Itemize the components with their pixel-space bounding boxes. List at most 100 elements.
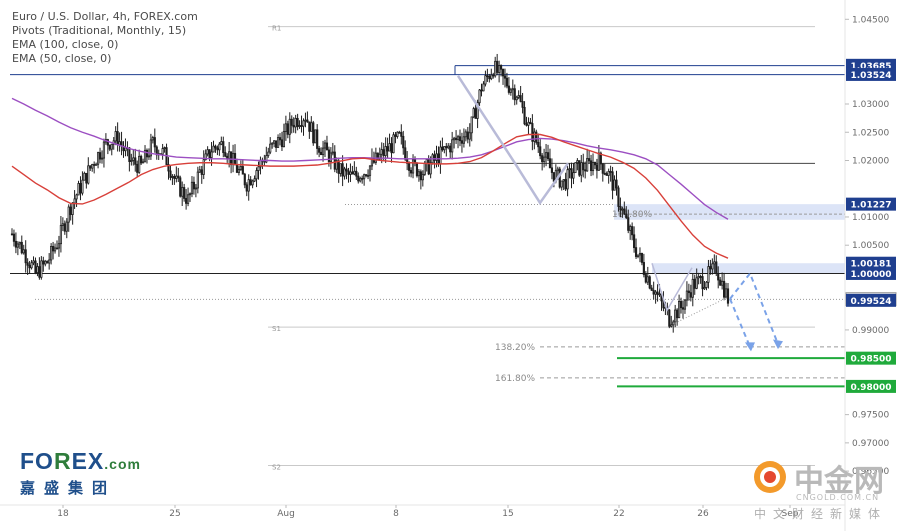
candle-body [171, 176, 174, 178]
candle-body [726, 288, 730, 304]
candle-body [390, 143, 393, 154]
candle-body [34, 260, 37, 273]
candle-body [251, 180, 254, 186]
candle-body [118, 141, 121, 146]
candle-body [386, 146, 389, 152]
candle-body [253, 178, 256, 182]
candle-body [609, 170, 612, 173]
candle-body [691, 278, 694, 298]
candle-body [108, 144, 111, 150]
candle-body [73, 198, 76, 204]
candle-body [634, 247, 638, 257]
candle-body [91, 164, 94, 169]
candlesticks [10, 53, 730, 333]
candle-body [685, 290, 689, 301]
candle-body [357, 175, 360, 182]
candle-body [296, 117, 299, 127]
x-tick-label-3: 8 [393, 509, 399, 519]
candle-body [14, 240, 17, 248]
candle-body [226, 155, 229, 159]
candle-body [543, 156, 546, 163]
candle-body [380, 149, 383, 155]
candle-body [85, 172, 88, 184]
pivot-label-2: S2 [272, 463, 281, 471]
pivot-label-0: R1 [272, 25, 281, 33]
candle-body [419, 171, 422, 181]
candle-body [668, 309, 671, 327]
candle-body [50, 245, 53, 261]
candle-body [320, 151, 323, 156]
candle-body [478, 89, 481, 104]
candle-body [132, 157, 135, 161]
candle-body [278, 137, 282, 141]
candle-body [394, 134, 397, 137]
candle-body [482, 83, 485, 92]
candle-body [239, 166, 242, 170]
x-tick-label-7: Sep [782, 509, 799, 519]
candle-body [683, 299, 687, 310]
candle-body [409, 170, 413, 174]
candle-body [464, 131, 467, 138]
candle-body [453, 137, 456, 141]
y-tick-label-2: 1.02500 [852, 128, 889, 138]
candle-body [179, 177, 182, 197]
price-tag-box-8 [846, 379, 896, 393]
y-tick-label-1: 1.03000 [852, 100, 889, 110]
cngold-watermark: 中金网 CNGOLD.COM.CN 中文财经新媒体 [752, 455, 884, 521]
candle-body [558, 168, 561, 188]
candle-body [456, 136, 460, 141]
candle-body [496, 60, 499, 73]
candle-body [312, 122, 315, 144]
candle-body [175, 175, 178, 179]
candle-body [202, 159, 205, 175]
ema-100-line [11, 97, 729, 220]
candle-body [67, 206, 70, 223]
candle-body [621, 208, 624, 211]
candle-body [486, 75, 489, 78]
candle-body [576, 160, 579, 164]
candle-body [169, 170, 172, 178]
candle-body [468, 132, 471, 140]
candle-body [32, 260, 35, 264]
candle-body [42, 260, 45, 265]
candle-body [337, 160, 340, 174]
candle-body [449, 145, 452, 153]
candle-body [140, 155, 143, 164]
price-tag-box-1 [846, 67, 896, 81]
candle-body [12, 233, 16, 242]
candle-body [607, 170, 610, 176]
candle-body [306, 119, 309, 123]
candle-body [102, 141, 106, 159]
price-tag-label-4: 1.00000 [851, 270, 892, 280]
candle-body [173, 176, 176, 179]
candle-body [427, 159, 430, 175]
candle-body [560, 180, 563, 188]
candle-body [539, 146, 542, 157]
candle-body [470, 116, 473, 134]
candle-body [224, 152, 227, 157]
candle-body [687, 290, 690, 294]
candle-body [589, 160, 593, 172]
candle-body [613, 179, 616, 191]
candle-body [633, 234, 636, 249]
candle-body [623, 208, 626, 215]
candle-body [136, 163, 139, 173]
candle-body [707, 266, 710, 283]
candle-body [194, 187, 197, 190]
candle-body [699, 276, 702, 278]
candle-body [674, 309, 677, 323]
candle-body [204, 153, 207, 161]
candle-body [515, 96, 518, 101]
projection-arrowhead-a [745, 342, 755, 352]
candle-body [310, 122, 313, 132]
candle-body [249, 179, 252, 186]
indicator-ema-50: EMA (50, close, 0) [12, 52, 112, 65]
candle-body [51, 245, 55, 252]
candle-body [284, 123, 287, 132]
candle-body [308, 121, 311, 132]
fib-label-1: 138.20% [495, 343, 535, 353]
candle-body [490, 74, 493, 80]
candle-body [243, 173, 246, 186]
candle-body [149, 139, 152, 157]
